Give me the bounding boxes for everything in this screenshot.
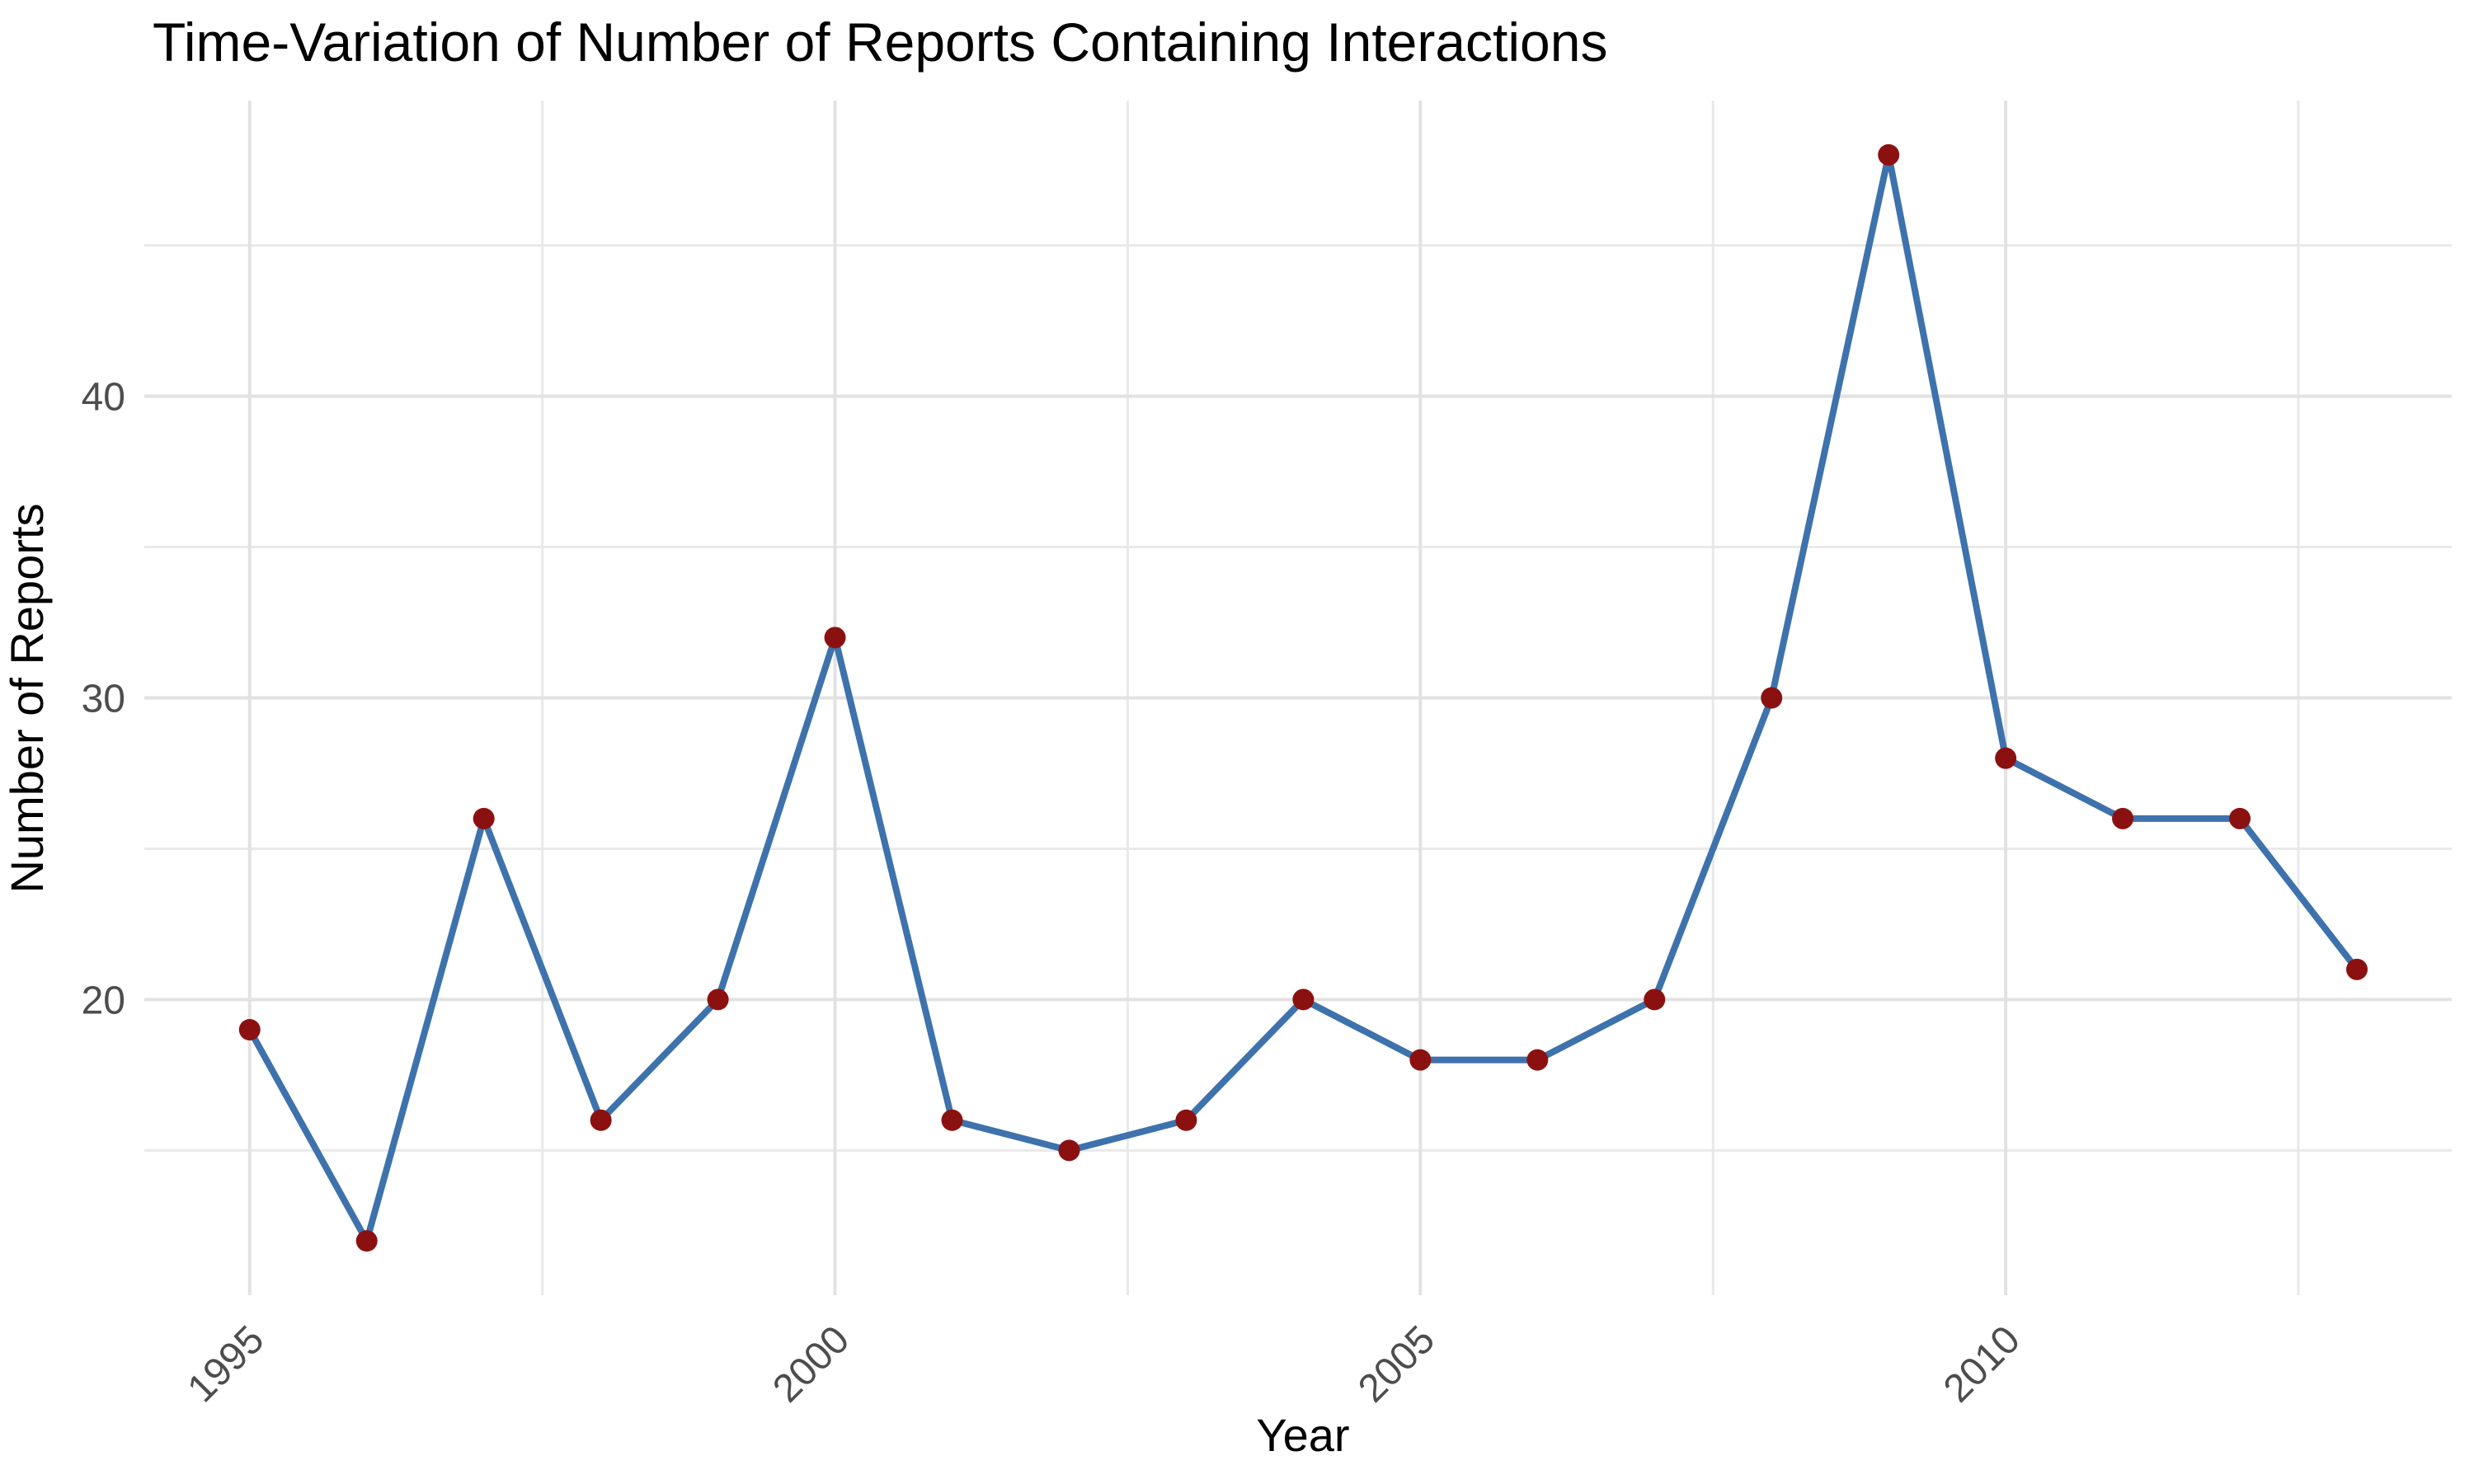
y-tick-label: 40 (82, 376, 125, 420)
data-point (1526, 1049, 1549, 1071)
data-point (1175, 1109, 1197, 1131)
point-series (238, 143, 2368, 1252)
data-point (1761, 687, 1783, 709)
x-axis-title: Year (1256, 1409, 1349, 1461)
x-tick-label: 1995 (180, 1317, 273, 1411)
y-tick-label: 20 (82, 979, 125, 1022)
data-point (2112, 807, 2134, 829)
data-point (355, 1230, 378, 1252)
y-tick-label: 30 (82, 678, 125, 721)
data-point (707, 989, 729, 1011)
x-tick-label: 2010 (1935, 1317, 2029, 1411)
data-point (1409, 1049, 1432, 1071)
data-point (1878, 143, 1900, 166)
data-point (1644, 989, 1666, 1011)
data-point (1995, 747, 2017, 769)
data-point (1292, 989, 1315, 1011)
chart-title: Time-Variation of Number of Reports Cont… (153, 12, 1607, 73)
x-tick-label: 2000 (764, 1317, 858, 1411)
x-tick-label: 2005 (1350, 1317, 1443, 1411)
data-point (2346, 958, 2368, 980)
data-point (941, 1109, 963, 1131)
data-point (238, 1019, 261, 1040)
data-point (2229, 807, 2251, 829)
x-axis-tick-labels: 1995 2000 2005 2010 (180, 1317, 2029, 1411)
data-point (473, 807, 495, 829)
data-point (590, 1109, 612, 1131)
gridlines-major (144, 101, 2452, 1295)
y-axis-tick-labels: 20 30 40 (82, 376, 125, 1023)
y-axis-title: Number of Reports (1, 503, 53, 893)
data-point (1058, 1139, 1080, 1162)
data-point (824, 627, 846, 649)
